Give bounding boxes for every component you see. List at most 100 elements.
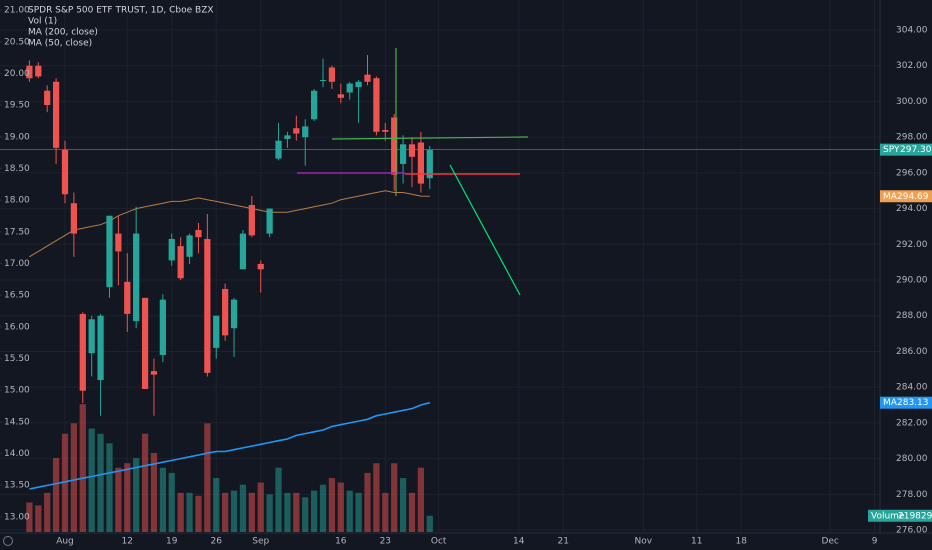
y-tick-label: 286.00 [896,347,928,357]
volume-bar [186,492,193,532]
series-tag-value: 283.13 [897,398,929,408]
volume-bar [115,467,122,532]
candle-body [346,83,353,93]
volume-bar [364,472,371,532]
legend: SPDR S&P 500 ETF TRUST, 1D, Cboe BZX Vol… [28,6,214,49]
ma-line [29,401,431,490]
y-tick-label: 298.00 [896,133,928,143]
x-tick-label: 18 [735,537,747,547]
candle-body [106,215,113,288]
volume-bar [222,492,229,532]
volume-bar [275,467,282,532]
y-tick-label: 276.00 [896,526,928,536]
y2-tick-label: 18.50 [4,164,30,174]
volume-bar [399,478,407,532]
y-tick-label: 302.00 [896,61,928,71]
x-tick-label: 16 [335,537,347,547]
volume-bar [284,492,291,532]
candle-body [61,149,69,195]
ma-layer [0,149,880,490]
series-tag [880,190,932,203]
volume-bar [391,463,398,532]
candle-body [311,90,318,120]
x-tick-label: Aug [56,537,74,547]
candle-body [195,230,202,238]
y2-tick-label: 20.50 [4,37,30,47]
candle-body [364,74,371,82]
candle-body [213,315,220,348]
series-tag [868,509,932,522]
volume-bar [408,492,416,532]
candle-body [52,81,60,148]
x-tick-label: Nov [635,537,653,547]
x-tick-label: 26 [211,537,223,547]
y-tick-label: 304.00 [896,26,928,36]
series-tag-name: MA [883,192,898,202]
candle-body [177,246,184,279]
candle-body [275,140,282,159]
candle-body [239,233,247,270]
drawings [297,48,529,296]
volume-bar [195,495,202,532]
y2-tick-label: 15.50 [4,354,30,364]
volume-bar [159,467,166,532]
candle-body [44,90,51,106]
trend-line[interactable] [449,164,521,296]
candle-body [408,144,416,157]
candle-body [35,65,42,77]
candle-body [328,67,336,82]
volume-bar [70,423,77,532]
volume-bar [26,502,33,532]
candle-body [337,94,344,98]
candle-body [150,371,158,375]
candle-layer [26,55,433,416]
volume-bar [44,492,51,532]
volume-bar [141,433,149,532]
volume-bar [106,443,113,532]
chart-title: SPDR S&P 500 ETF TRUST, 1D, Cboe BZX [28,6,214,16]
y-tick-label: 290.00 [896,276,928,286]
candle-body [88,319,95,354]
y2-tick-label: 16.00 [4,322,30,332]
candle-body [186,235,193,257]
volume-bar [177,492,184,532]
y2-tick-label: 17.00 [4,259,30,269]
volume-bar [230,490,238,532]
y2-tick-label: 13.50 [4,481,30,491]
candle-body [124,281,131,314]
legend-entry: MA (200, close) [28,28,98,38]
price-tag-value: 297.30 [900,145,932,155]
x-tick-label: 11 [691,537,702,547]
candle-body [97,315,104,381]
candle-body [266,208,273,234]
volume-bar [35,505,42,532]
y2-tick-label: 15.00 [4,386,30,396]
y-tick-label: 292.00 [896,240,928,250]
y2-tick-label: 18.00 [4,196,30,206]
volume-bar [133,458,140,532]
candle-body [382,130,389,132]
candle-body [133,233,140,322]
y-tick-label: 288.00 [896,311,928,321]
volume-bar [337,482,344,532]
volume-bar [213,478,220,532]
candle-body [115,233,122,252]
volume-bar [311,490,318,532]
volume-bar [417,467,425,532]
candle-body [159,299,166,356]
candle-body [70,203,77,234]
volume-bar [257,482,264,532]
volume-bar [346,490,353,532]
trend-line[interactable] [331,136,529,140]
volume-bar [124,463,131,532]
volume-bar [150,452,158,532]
candle-body [426,149,433,179]
timezone-icon[interactable] [3,536,13,546]
y-tick-label: 280.00 [896,454,928,464]
legend-entry: MA (50, close) [28,39,92,49]
candle-body [293,128,300,134]
volume-bar [248,492,255,532]
series-tag-value: 21982967 [898,511,932,521]
